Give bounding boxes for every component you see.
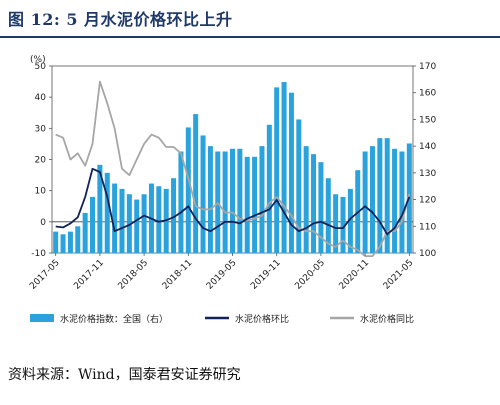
bar-2020-02: [296, 119, 302, 253]
right-tick-label: 160: [419, 89, 436, 99]
bar-2018-03: [126, 194, 132, 253]
x-tick-label: 2021-05: [382, 258, 416, 292]
bar-2020-04: [311, 154, 317, 253]
left-tick-label: 10: [35, 187, 47, 197]
right-tick-label: 150: [419, 115, 436, 125]
x-tick-label: 2018-11: [161, 258, 195, 292]
left-tick-label: 20: [35, 156, 47, 166]
left-tick-label: 30: [35, 124, 47, 134]
bar-2018-09: [171, 178, 177, 253]
left-tick-label: -10: [31, 249, 46, 259]
bar-2020-01: [288, 92, 294, 253]
bar-2019-07: [244, 156, 250, 253]
bar-2018-02: [119, 188, 125, 253]
right-tick-label: 100: [419, 249, 436, 259]
bar-2019-12: [281, 82, 287, 254]
bar-2017-08: [75, 226, 81, 253]
bar-series: [53, 82, 412, 254]
bar-2020-06: [325, 178, 331, 253]
mom-line: [55, 167, 411, 236]
bar-2017-05: [53, 231, 59, 253]
legend-label-1: 水泥价格环比: [235, 313, 289, 325]
x-tick-label: 2018-05: [117, 258, 151, 292]
x-tick-label: 2019-05: [205, 258, 239, 292]
bar-2018-12: [193, 114, 199, 253]
title-rule: [0, 36, 500, 38]
bar-2018-11: [185, 127, 191, 253]
bar-2020-03: [303, 146, 309, 253]
x-tick-label: 2017-05: [28, 258, 62, 292]
bar-2017-12: [104, 172, 110, 253]
bar-2017-09: [82, 212, 88, 253]
bar-2018-05: [141, 194, 147, 253]
bar-2018-04: [134, 199, 140, 253]
x-tick-label: 2017-11: [72, 258, 106, 292]
bar-2018-01: [112, 183, 118, 253]
bar-2020-08: [340, 196, 346, 253]
bar-2019-05: [229, 148, 236, 253]
left-axis-unit: (%): [30, 55, 46, 65]
figure-title: 图 12: 5 月水泥价格环比上升: [8, 10, 233, 29]
left-tick-label: 50: [35, 62, 47, 72]
legend-label-0: 水泥价格指数：全国（右）: [60, 313, 168, 325]
right-tick-label: 140: [419, 142, 436, 152]
right-tick-label: 130: [419, 169, 436, 179]
bar-2019-06: [237, 148, 243, 253]
bar-2021-03: [392, 148, 398, 253]
x-tick-label: 2020-05: [293, 258, 327, 292]
bar-2019-01: [200, 135, 206, 253]
yoy-line: [55, 80, 411, 258]
bar-2017-07: [67, 231, 73, 253]
legend: 水泥价格指数：全国（右） 水泥价格环比 水泥价格同比: [30, 313, 414, 325]
chart: -10 0 10 20 30 40 50(%) 100 110 120 130 140 150 160 17…: [28, 55, 436, 325]
bar-2021-04: [399, 151, 405, 253]
right-tick-label: 120: [419, 196, 436, 206]
legend-swatch-bars: [30, 314, 54, 322]
bar-2020-12: [369, 146, 375, 253]
bar-2018-07: [156, 186, 162, 253]
bar-2020-09: [347, 188, 353, 253]
bar-2019-04: [222, 151, 228, 253]
bar-2021-02: [384, 138, 390, 253]
x-tick-label: 2020-11: [338, 258, 372, 292]
bar-2020-11: [362, 151, 368, 253]
bar-2017-11: [97, 164, 103, 253]
bar-2018-10: [178, 151, 184, 253]
bar-2017-10: [90, 196, 96, 253]
bar-2019-09: [259, 146, 265, 253]
bar-2017-06: [60, 234, 66, 253]
x-tick-label: 2019-11: [249, 258, 283, 292]
source-note: 资料来源：Wind，国泰君安证券研究: [8, 367, 241, 383]
bar-2019-02: [207, 146, 213, 253]
right-tick-label: 170: [419, 62, 436, 72]
bar-2020-07: [333, 194, 339, 253]
bar-2021-01: [377, 138, 383, 253]
line-series: [55, 80, 411, 258]
bar-2019-10: [266, 124, 272, 254]
legend-label-2: 水泥价格同比: [360, 313, 414, 325]
left-tick-label: 40: [35, 93, 47, 103]
left-tick-label: 0: [40, 218, 46, 228]
bar-2020-05: [318, 162, 324, 253]
bar-2019-08: [252, 156, 258, 253]
right-tick-label: 110: [419, 222, 436, 232]
bar-2019-11: [274, 87, 280, 253]
